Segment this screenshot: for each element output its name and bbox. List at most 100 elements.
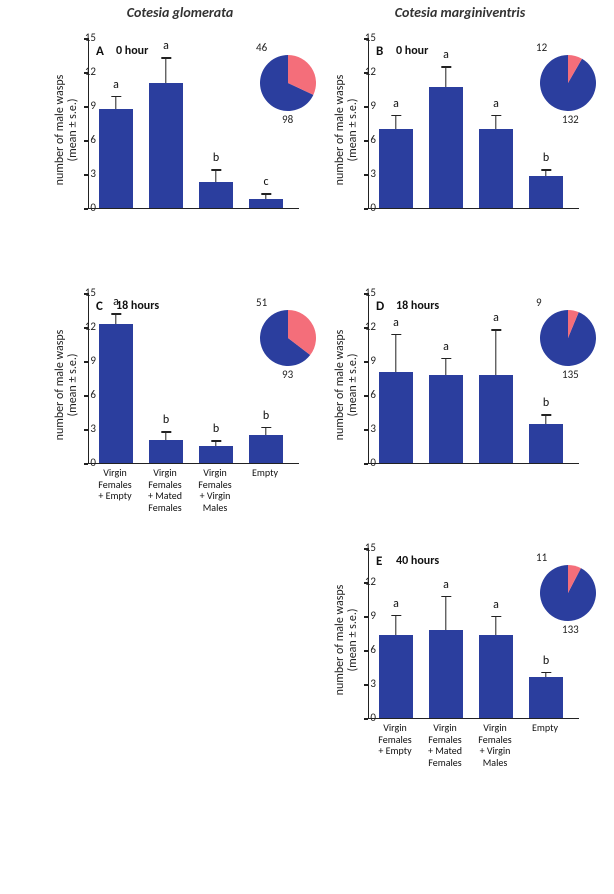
error-bar-cap — [541, 414, 551, 415]
y-tick-mark — [84, 293, 88, 295]
error-bar — [165, 431, 166, 440]
significance-letter: a — [379, 316, 413, 330]
x-category-label: VirginFemales+ MatedFemales — [421, 722, 469, 768]
error-bar-cap — [441, 358, 451, 359]
error-bar — [445, 66, 446, 86]
error-bar-cap — [211, 440, 221, 441]
error-bar-cap — [391, 334, 401, 335]
significance-letter: a — [479, 311, 513, 325]
error-bar-cap — [161, 57, 171, 58]
bar — [249, 435, 283, 463]
pie-icon — [260, 55, 316, 111]
y-tick-mark — [364, 327, 368, 329]
x-category-label: Empty — [241, 467, 289, 479]
x-category-label: VirginFemales+ Empty — [371, 722, 419, 757]
error-bar — [115, 96, 116, 110]
y-tick-mark — [364, 548, 368, 550]
panel-letter: C — [96, 299, 103, 314]
y-tick-mark — [364, 616, 368, 618]
significance-letter: a — [479, 598, 513, 612]
y-tick-mark — [364, 429, 368, 431]
bar — [529, 424, 563, 463]
y-tick-mark — [364, 293, 368, 295]
pie-label-blue: 133 — [562, 623, 579, 636]
column-title-right: Cotesia marginiventris — [330, 4, 590, 21]
bar — [99, 324, 133, 463]
column-title-left: Cotesia glomerata — [50, 4, 310, 21]
error-bar — [215, 169, 216, 181]
y-tick-mark — [84, 463, 88, 465]
pie-label-blue: 93 — [282, 368, 293, 381]
significance-letter: a — [379, 97, 413, 111]
panel-letter: E — [376, 554, 382, 569]
significance-letter: b — [529, 654, 563, 668]
x-category-label: VirginFemales+ MatedFemales — [141, 467, 189, 513]
y-tick-mark — [364, 72, 368, 74]
significance-letter: b — [529, 396, 563, 410]
bar — [149, 83, 183, 208]
pie-chart — [260, 310, 316, 371]
pie-chart — [540, 310, 596, 371]
error-bar-cap — [111, 96, 121, 97]
y-tick-mark — [84, 174, 88, 176]
pie-chart — [540, 565, 596, 626]
bar — [529, 677, 563, 718]
bar — [429, 375, 463, 463]
significance-letter: a — [99, 78, 133, 92]
error-bar — [215, 440, 216, 446]
significance-letter: b — [529, 151, 563, 165]
error-bar-cap — [261, 427, 271, 428]
error-bar-cap — [391, 615, 401, 616]
bar — [529, 176, 563, 208]
significance-letter: a — [379, 597, 413, 611]
bar — [479, 375, 513, 463]
error-bar — [495, 329, 496, 374]
pie-chart — [540, 55, 596, 116]
bar — [99, 109, 133, 208]
y-tick-mark — [364, 718, 368, 720]
error-bar-cap — [491, 115, 501, 116]
error-bar-cap — [211, 169, 221, 170]
pie-icon — [540, 55, 596, 111]
bar — [429, 87, 463, 208]
y-tick-mark — [84, 208, 88, 210]
pie-label-blue: 132 — [562, 113, 579, 126]
significance-letter: a — [479, 97, 513, 111]
panel-time-label: 40 hours — [396, 554, 439, 568]
panel-letter: D — [376, 299, 384, 314]
panel-E: number of male wasps(mean ± s.e.)aaab036… — [330, 540, 590, 740]
y-tick-mark — [364, 463, 368, 465]
pie-chart — [260, 55, 316, 116]
error-bar-cap — [441, 596, 451, 597]
error-bar-cap — [161, 431, 171, 432]
bar — [429, 630, 463, 718]
pie-label-pink: 46 — [256, 41, 267, 54]
bar — [479, 129, 513, 208]
error-bar — [115, 313, 116, 323]
significance-letter: b — [149, 413, 183, 427]
y-tick-mark — [84, 106, 88, 108]
error-bar-cap — [261, 193, 271, 194]
panel-B: number of male wasps(mean ± s.e.)aaab036… — [330, 30, 590, 230]
panel-letter: B — [376, 44, 383, 59]
significance-letter: a — [149, 39, 183, 53]
y-tick-mark — [364, 361, 368, 363]
panel-A: number of male wasps(mean ± s.e.)aabc036… — [50, 30, 310, 230]
y-tick-mark — [364, 582, 368, 584]
significance-letter: b — [249, 409, 283, 423]
significance-letter: b — [199, 151, 233, 165]
y-tick-mark — [364, 650, 368, 652]
pie-icon — [260, 310, 316, 366]
significance-letter: c — [249, 175, 283, 189]
y-tick-mark — [84, 361, 88, 363]
y-tick-mark — [84, 429, 88, 431]
error-bar-cap — [441, 66, 451, 67]
y-tick-mark — [364, 38, 368, 40]
bar — [379, 129, 413, 208]
error-bar — [265, 427, 266, 435]
error-bar — [265, 193, 266, 199]
bar — [379, 635, 413, 718]
error-bar-cap — [491, 329, 501, 330]
panel-D: number of male wasps(mean ± s.e.)aaab036… — [330, 285, 590, 485]
y-tick-mark — [364, 174, 368, 176]
